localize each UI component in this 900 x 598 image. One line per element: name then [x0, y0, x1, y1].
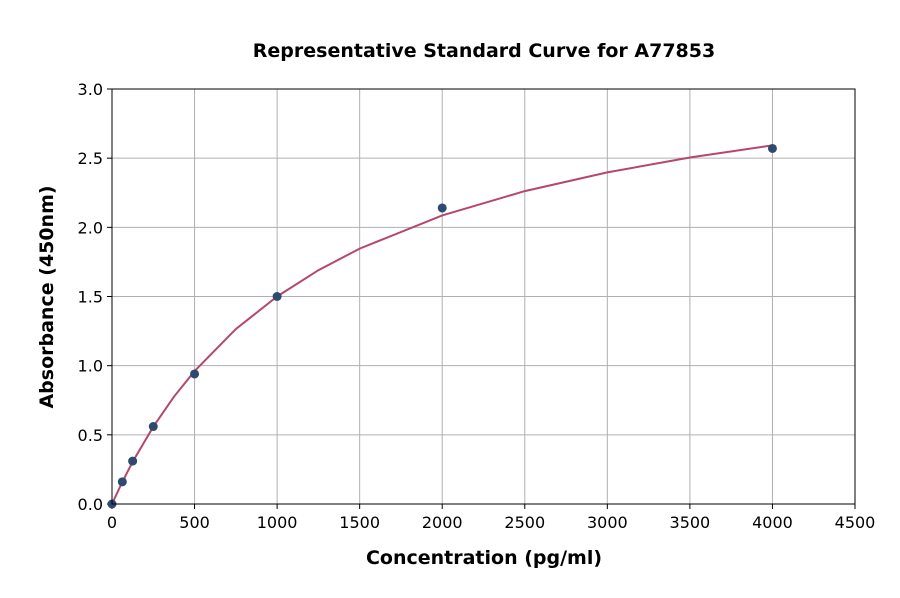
data-point — [767, 143, 777, 153]
x-tick-label: 3000 — [587, 513, 628, 532]
x-tick-label: 4000 — [752, 513, 793, 532]
data-point — [148, 422, 158, 432]
x-tick-label: 1500 — [339, 513, 380, 532]
data-point — [272, 292, 282, 301]
x-axis-label: Concentration (pg/ml) — [366, 547, 602, 569]
y-tick-label: 3.0 — [78, 80, 103, 99]
data-point — [117, 477, 127, 487]
x-tick-label: 1000 — [257, 513, 298, 532]
chart-title: Representative Standard Curve for A77853 — [253, 40, 715, 62]
data-point — [437, 203, 447, 213]
y-tick-label: 1.0 — [78, 357, 103, 376]
y-tick-label: 2.0 — [78, 218, 103, 237]
x-tick-label: 0 — [107, 513, 117, 532]
y-tick-label: 1.5 — [78, 288, 103, 307]
x-tick-label: 3500 — [670, 513, 711, 532]
plot-frame — [111, 88, 856, 505]
data-point — [190, 369, 200, 379]
x-tick-label: 500 — [179, 513, 210, 532]
x-tick-label: 2500 — [504, 513, 545, 532]
y-tick-label: 2.5 — [78, 149, 103, 168]
data-point — [128, 456, 138, 466]
y-tick-label: 0.0 — [78, 495, 103, 514]
x-tick-label: 2000 — [422, 513, 463, 532]
x-tick-label: 4500 — [835, 513, 876, 532]
y-axis-label: Absorbance (450nm) — [36, 185, 58, 408]
y-tick-label: 0.5 — [78, 426, 103, 445]
